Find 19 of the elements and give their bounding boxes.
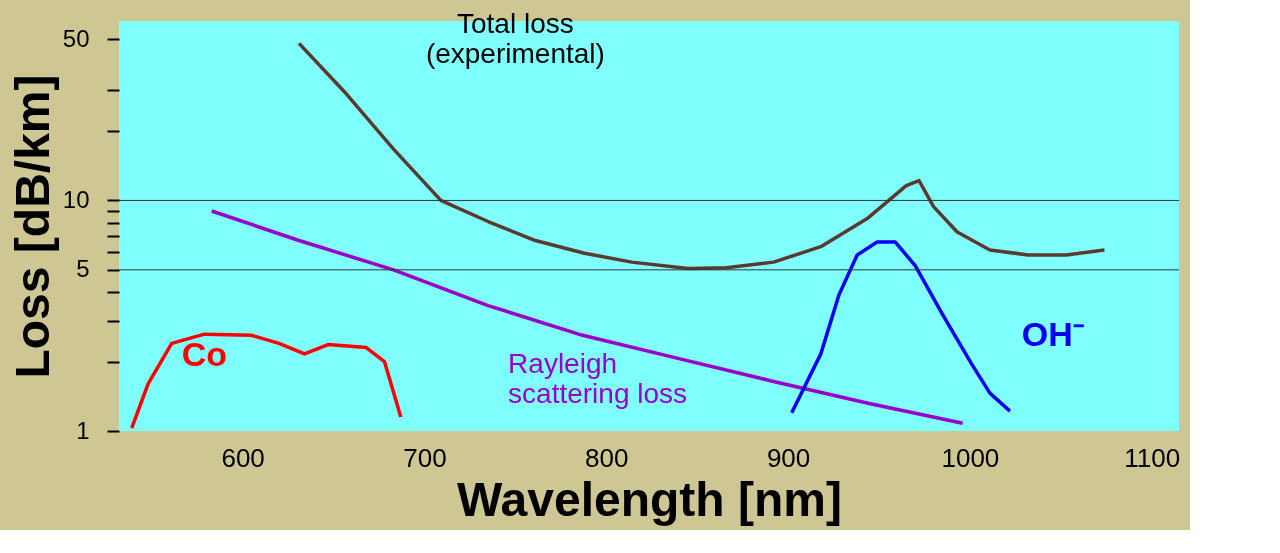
line-series	[789, 240, 1012, 415]
x-axis-title: Wavelength [nm]	[457, 472, 842, 526]
x-tick-label: 600	[221, 442, 265, 473]
y-tick-label: 50	[62, 24, 90, 52]
series-label: Co	[181, 335, 228, 374]
y-tick-label: 1	[76, 416, 90, 444]
series-label: Rayleigh scattering loss	[508, 347, 688, 409]
text: Total loss (experimental)	[425, 7, 605, 69]
y-tick-label: 10	[62, 185, 90, 213]
series-label: OH⁻	[1021, 315, 1084, 354]
y-tick-label: 5	[76, 255, 90, 283]
x-tick-label: 1100	[1124, 442, 1181, 473]
x-tick-label: 1000	[941, 442, 1000, 473]
x-tick-label: 700	[403, 442, 447, 473]
x-tick-label: 800	[585, 442, 629, 473]
line-series	[297, 41, 1107, 271]
x-tick-label: 900	[766, 442, 811, 473]
line-series	[129, 332, 403, 430]
y-axis-title: Loss [dB/km]	[5, 74, 59, 379]
